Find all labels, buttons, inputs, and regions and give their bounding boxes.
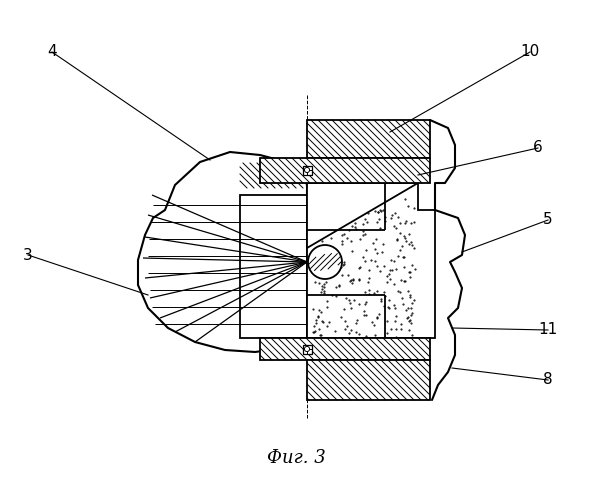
Polygon shape	[138, 152, 307, 352]
Bar	[260, 338, 430, 360]
Text: 11: 11	[538, 322, 558, 338]
Circle shape	[304, 168, 310, 172]
Circle shape	[304, 346, 310, 352]
Bar	[240, 195, 307, 338]
Bar	[303, 166, 311, 174]
Text: 6: 6	[533, 140, 543, 156]
Text: 4: 4	[47, 44, 57, 60]
Bar	[303, 344, 311, 354]
Text: 10: 10	[520, 44, 540, 60]
Bar	[260, 158, 430, 183]
Polygon shape	[307, 183, 435, 338]
Text: 5: 5	[543, 212, 553, 228]
Text: Фиг. 3: Фиг. 3	[266, 449, 326, 467]
Bar	[307, 360, 430, 400]
Text: 8: 8	[543, 372, 553, 388]
Circle shape	[308, 245, 342, 279]
Text: 3: 3	[23, 248, 33, 262]
Bar	[307, 120, 430, 158]
